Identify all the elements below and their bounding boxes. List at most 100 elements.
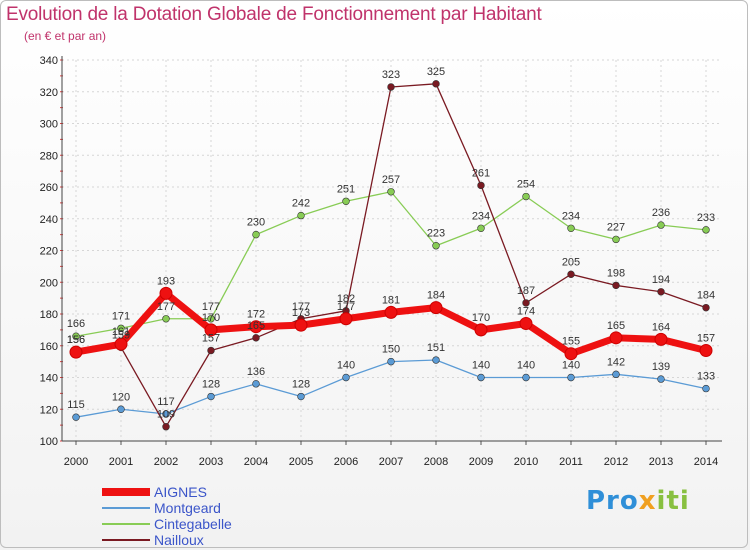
data-label-cintegabelle: 177: [202, 301, 220, 313]
data-label-nailloux: 323: [382, 69, 400, 81]
data-point-nailloux: [702, 303, 710, 312]
data-point-montgeard: [432, 356, 440, 364]
data-point-cintegabelle: [522, 192, 530, 201]
data-point-cintegabelle: [477, 224, 485, 232]
data-label-aignes: 173: [292, 307, 310, 319]
data-point-aignes: [384, 305, 398, 319]
data-point-cintegabelle: [387, 188, 395, 196]
data-point-montgeard: [657, 375, 665, 383]
y-tick-label: 120: [40, 404, 58, 416]
data-label-montgeard: 150: [382, 344, 400, 356]
data-label-aignes: 193: [157, 275, 175, 287]
data-label-cintegabelle: 242: [292, 198, 310, 210]
data-label-aignes: 165: [607, 320, 625, 332]
data-label-nailloux: 184: [697, 290, 715, 302]
data-label-cintegabelle: 223: [427, 228, 445, 240]
data-point-aignes: [69, 345, 83, 359]
data-label-cintegabelle: 236: [652, 207, 670, 219]
data-point-cintegabelle: [162, 315, 170, 323]
data-label-aignes: 156: [67, 334, 85, 346]
data-point-cintegabelle: [432, 242, 440, 250]
x-tick-label: 2004: [244, 456, 268, 468]
data-point-aignes: [294, 318, 308, 332]
data-label-montgeard: 140: [337, 360, 355, 372]
x-tick-label: 2005: [289, 456, 313, 468]
x-tick-label: 2009: [469, 456, 493, 468]
data-label-cintegabelle: 233: [697, 212, 715, 224]
data-point-nailloux: [387, 83, 395, 91]
grid: [62, 59, 722, 442]
x-tick-label: 2013: [649, 456, 673, 468]
chart-subtitle: (en € et par an): [24, 29, 107, 43]
legend-label-nailloux: Nailloux: [154, 532, 204, 548]
y-tick-label: 180: [40, 309, 58, 321]
legend-label-aignes: AIGNES: [154, 484, 207, 500]
logo-part-3: iti: [656, 486, 690, 516]
data-label-cintegabelle: 230: [247, 217, 265, 229]
data-point-nailloux: [612, 281, 620, 290]
data-label-montgeard: 140: [562, 360, 580, 372]
data-point-cintegabelle: [117, 324, 125, 332]
data-point-aignes: [204, 323, 218, 337]
data-point-cintegabelle: [207, 315, 215, 323]
data-label-montgeard: 139: [652, 361, 670, 373]
data-point-cintegabelle: [342, 197, 350, 205]
y-tick-label: 280: [40, 150, 58, 162]
x-tick-label: 2012: [604, 456, 628, 468]
data-label-aignes: 170: [202, 312, 220, 324]
data-label-cintegabelle: 251: [337, 183, 355, 195]
data-label-cintegabelle: 234: [562, 210, 580, 222]
data-point-cintegabelle: [657, 221, 665, 229]
data-label-aignes: 172: [247, 309, 265, 321]
y-tick-label: 220: [40, 246, 58, 258]
data-point-aignes: [654, 332, 668, 346]
data-label-montgeard: 117: [157, 396, 175, 408]
data-label-cintegabelle: 166: [67, 318, 85, 330]
data-label-cintegabelle: 234: [472, 210, 490, 222]
data-label-nailloux: 187: [517, 285, 535, 297]
data-label-nailloux: 165: [247, 320, 265, 332]
data-point-cintegabelle: [72, 332, 80, 340]
data-point-cintegabelle: [612, 235, 620, 244]
data-label-aignes: 161: [112, 326, 130, 338]
data-label-montgeard: 136: [247, 366, 265, 378]
data-point-aignes: [429, 301, 443, 315]
x-tick-label: 2002: [154, 456, 178, 468]
data-point-aignes: [249, 320, 263, 334]
data-label-aignes: 174: [517, 306, 535, 318]
y-tick-label: 300: [40, 119, 58, 131]
data-point-nailloux: [432, 80, 440, 88]
data-point-montgeard: [162, 410, 170, 418]
data-label-montgeard: 120: [112, 391, 130, 403]
axes: 100 120 140 160 180 200 220 240 260 280 300 320 340 2…: [40, 55, 722, 468]
data-point-nailloux: [522, 299, 530, 307]
data-label-cintegabelle: 257: [382, 174, 400, 186]
logo-part-1: Pro: [586, 486, 639, 516]
data-label-nailloux: 159: [112, 329, 130, 341]
data-label-aignes: 155: [562, 336, 580, 348]
data-label-montgeard: 115: [67, 399, 85, 411]
y-tick-label: 140: [40, 373, 58, 385]
data-label-nailloux: 194: [652, 274, 670, 286]
data-label-montgeard: 140: [517, 360, 535, 372]
data-label-montgeard: 128: [202, 379, 220, 391]
data-point-nailloux: [477, 181, 485, 190]
legend-label-montgeard: Montgeard: [154, 500, 221, 516]
data-label-aignes: 164: [652, 321, 670, 333]
data-point-aignes: [339, 312, 353, 326]
x-tick-label: 2014: [694, 456, 718, 468]
data-label-cintegabelle: 177: [157, 301, 175, 313]
data-point-montgeard: [207, 392, 215, 401]
data-label-aignes: 181: [382, 294, 400, 306]
data-point-nailloux: [657, 288, 665, 296]
x-tick-label: 2003: [199, 456, 223, 468]
data-point-cintegabelle: [252, 230, 260, 239]
x-tick-label: 2000: [64, 456, 88, 468]
data-point-montgeard: [522, 373, 530, 382]
data-point-nailloux: [567, 270, 575, 279]
series-group: [69, 80, 713, 431]
y-tick-label: 160: [40, 341, 58, 353]
data-point-aignes: [609, 331, 623, 345]
data-point-montgeard: [252, 380, 260, 388]
